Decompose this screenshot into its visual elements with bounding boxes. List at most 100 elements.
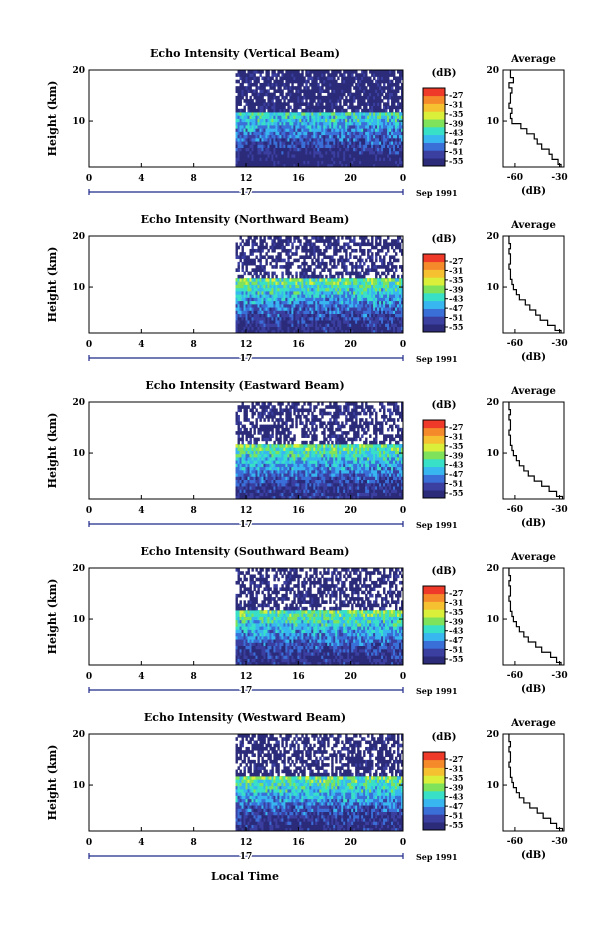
heatmap-cell [327, 134, 330, 139]
heatmap-cell [249, 300, 252, 305]
heatmap-cell [323, 252, 326, 256]
heatmap-cell [301, 131, 304, 136]
heatmap-cell [273, 134, 276, 139]
heatmap-cell [249, 115, 252, 119]
heatmap-cell [373, 492, 376, 497]
heatmap-cell [261, 320, 264, 324]
heatmap-cell [351, 160, 354, 165]
heatmap-cell [353, 121, 356, 126]
heatmap-cell [245, 112, 248, 116]
heatmap-cell [385, 105, 388, 110]
heatmap-cell [369, 70, 372, 74]
heatmap-cell [297, 479, 300, 484]
heatmap-cell [241, 255, 244, 260]
heatmap-cell [349, 160, 352, 165]
heatmap-cell [251, 82, 254, 87]
heatmap-cell [277, 124, 280, 129]
heatmap-cell [389, 147, 392, 152]
heatmap-cell [311, 294, 314, 298]
heatmap-cell [321, 121, 324, 126]
heatmap-cell [271, 92, 274, 97]
heatmap-cell [251, 297, 254, 302]
heatmap-cell [237, 261, 240, 266]
heatmap-cell [351, 239, 354, 243]
heatmap-cell [267, 82, 270, 87]
heatmap-cell [275, 495, 278, 500]
heatmap-cell [333, 105, 336, 110]
heatmap-cell [255, 278, 258, 282]
heatmap-cell [347, 124, 350, 129]
heatmap-cell [311, 102, 314, 106]
heatmap-cell [347, 128, 350, 132]
heatmap-cell [395, 300, 398, 305]
heatmap-cell [235, 248, 238, 253]
heatmap-cell [263, 268, 266, 272]
heatmap-cell [363, 320, 366, 324]
heatmap-cell [279, 105, 282, 110]
heatmap-cell [265, 105, 268, 110]
heatmap-cell [371, 154, 374, 158]
heatmap-cell [393, 99, 396, 103]
heatmap-cell [291, 245, 294, 250]
heatmap-cell [309, 486, 312, 490]
heatmap-cell [273, 495, 276, 500]
heatmap-cell [341, 118, 344, 123]
heatmap-cell [355, 242, 358, 247]
heatmap-cell [259, 482, 262, 487]
heatmap-cell [385, 128, 388, 132]
heatmap-cell [309, 297, 312, 302]
heatmap-cell [323, 112, 326, 116]
heatmap-cell [331, 82, 334, 87]
heatmap-cell [291, 163, 294, 168]
heatmap-cell [371, 242, 374, 247]
heatmap-cell [365, 160, 368, 165]
heatmap-cell [265, 486, 268, 490]
heatmap-cell [351, 102, 354, 106]
heatmap-cell [343, 112, 346, 116]
heatmap-cell [379, 274, 382, 279]
heatmap-cell [255, 294, 258, 298]
heatmap-cell [253, 307, 256, 311]
heatmap-cell [243, 252, 246, 256]
heatmap-cell [385, 323, 388, 327]
heatmap-cell [353, 118, 356, 123]
heatmap-cell [385, 268, 388, 272]
heatmap-cell [363, 108, 366, 113]
heatmap-cell [329, 482, 332, 487]
heatmap-cell [257, 150, 260, 155]
heatmap-cell [329, 102, 332, 106]
heatmap-cell [287, 290, 290, 295]
heatmap-cell [367, 492, 370, 497]
heatmap-cell [355, 290, 358, 295]
heatmap-cell [325, 99, 328, 103]
heatmap-cell [391, 492, 394, 497]
heatmap-cell [243, 326, 246, 331]
heatmap-cell [321, 115, 324, 119]
heatmap-cell [337, 82, 340, 87]
heatmap-cell [249, 82, 252, 87]
heatmap-cell [317, 137, 320, 142]
heatmap-cell [395, 323, 398, 327]
heatmap-cell [389, 92, 392, 97]
heatmap-cell [327, 154, 330, 158]
heatmap-cell [303, 281, 306, 285]
heatmap-cell [387, 245, 390, 250]
heatmap-cell [363, 236, 366, 240]
heatmap-cell [337, 258, 340, 263]
heatmap-cell [357, 307, 360, 311]
heatmap-cell [327, 255, 330, 260]
heatmap-cell [249, 236, 252, 240]
heatmap-cell [323, 265, 326, 269]
heatmap-cell [273, 121, 276, 126]
heatmap-cell [399, 290, 402, 295]
heatmap-cell [347, 99, 350, 103]
heatmap-cell [345, 242, 348, 247]
heatmap-cell [397, 239, 400, 243]
heatmap-cell [369, 486, 372, 490]
heatmap-cell [359, 258, 362, 263]
heatmap-cell [401, 76, 404, 81]
heatmap-cell [355, 482, 358, 487]
heatmap-cell [281, 274, 284, 279]
heatmap-cell [289, 287, 292, 292]
heatmap-cell [359, 486, 362, 490]
